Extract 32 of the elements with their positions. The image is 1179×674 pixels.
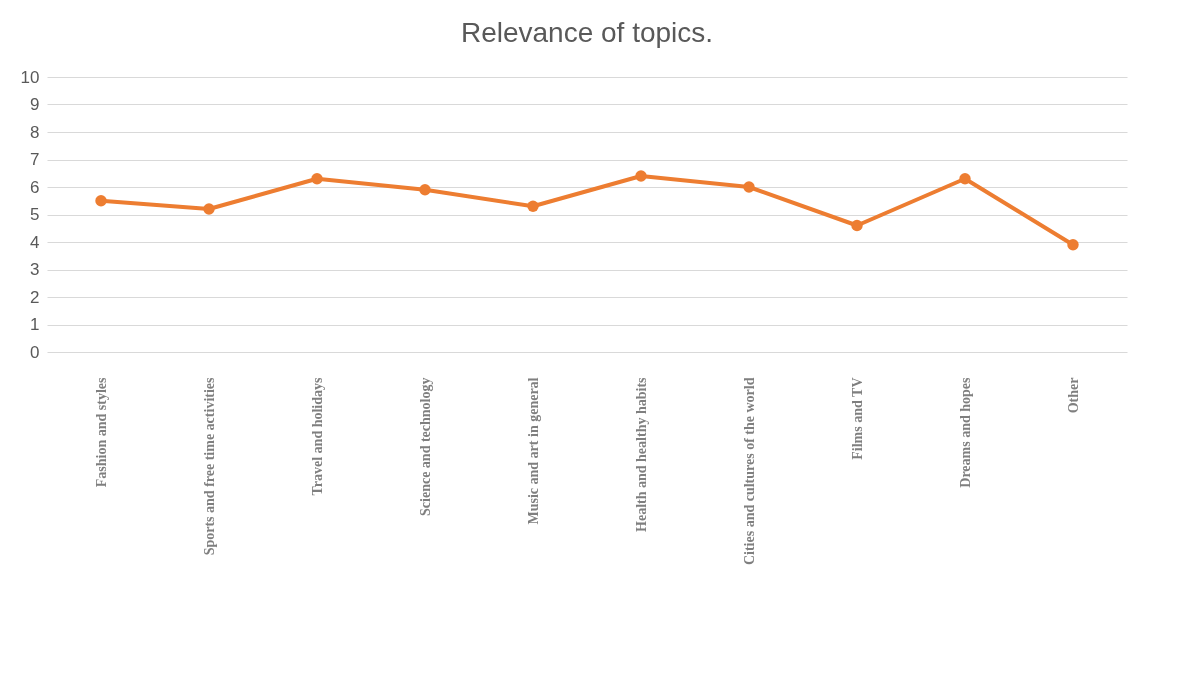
point: [743, 181, 755, 193]
point: [851, 219, 863, 232]
y-tick-label: 4: [30, 232, 40, 252]
point: [1067, 239, 1079, 251]
x-tick-label: Travel and holidays: [309, 376, 325, 496]
y-tick-label: 3: [30, 260, 40, 279]
y-tick-label: 1: [30, 315, 40, 334]
y-tick-label: 2: [30, 287, 40, 307]
point: [527, 200, 539, 212]
x-tick-label: Music and art in general: [525, 377, 541, 525]
x-tick-label: Sports and free time activities: [201, 376, 217, 556]
x-tick-label: Other: [1065, 377, 1081, 414]
point: [635, 170, 647, 182]
y-tick-label: 7: [30, 150, 40, 169]
point: [419, 184, 431, 196]
y-tick-label: 6: [30, 177, 40, 197]
chart-title: Relevance of topics.: [460, 17, 714, 48]
point: [95, 195, 107, 207]
x-tick-label: Dreams and hopes: [957, 376, 973, 488]
x-tick-label: Science and technology: [417, 377, 433, 516]
point: [203, 203, 215, 215]
x-tick-label: Health and healthy habits: [633, 376, 649, 532]
x-tick-label: Fashion and styles: [93, 376, 109, 488]
x-tick-label: Cities and cultures of the world: [741, 377, 757, 566]
y-tick-label: 10: [20, 67, 40, 87]
y-tick-label: 5: [30, 205, 40, 224]
y-tick-label: 8: [30, 122, 40, 142]
point: [959, 173, 971, 185]
point: [311, 173, 323, 185]
y-tick-label: 9: [30, 95, 40, 114]
x-tick-label: Films and TV: [849, 377, 865, 460]
y-tick-label: 0: [30, 342, 40, 362]
